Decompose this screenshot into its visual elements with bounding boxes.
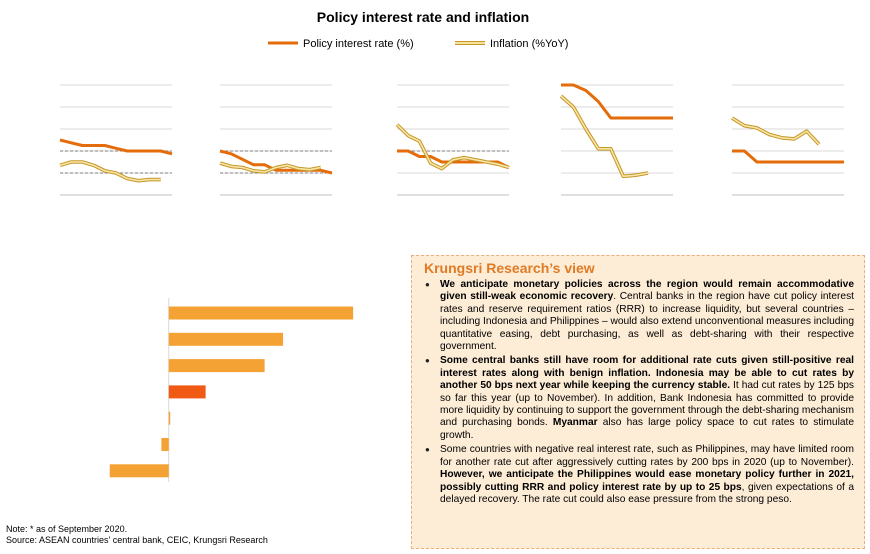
line-chart-vietnam xyxy=(395,84,510,196)
footnote: Note: * as of September 2020. xyxy=(6,524,128,534)
bar-vietnam xyxy=(168,411,171,425)
bar-philippines xyxy=(161,438,169,451)
line-chart-indonesia xyxy=(59,84,173,196)
inflation-line xyxy=(731,117,820,145)
research-view-list: We anticipate monetary policies across t… xyxy=(424,279,854,506)
view-text: , given expectations of a delayed recove… xyxy=(440,481,854,505)
source-note: Source: ASEAN countries' central bank, C… xyxy=(6,535,268,545)
line-chart-myanmar xyxy=(559,83,673,196)
inflation-line-outline xyxy=(395,123,510,171)
view-text: It had cut rates by 125 bps so far this … xyxy=(440,380,854,429)
bar-myanmar xyxy=(168,306,354,320)
research-view-box: Krungsri Research’s view We anticipate m… xyxy=(411,255,865,549)
view-bold-text: Some central banks still have room for a… xyxy=(440,355,854,392)
research-view-title: Krungsri Research’s view xyxy=(424,260,595,276)
bar-laos xyxy=(109,464,169,478)
view-bold-text: However, we anticipate the Philippines w… xyxy=(440,469,854,493)
legend-inflation-label: Inflation (%YoY) xyxy=(490,38,568,50)
view-text: . Central banks in the region have cut p… xyxy=(440,291,855,353)
policy-rate-line xyxy=(59,138,173,156)
view-bold-text: We anticipate monetary policies across t… xyxy=(440,279,854,303)
view-bullet: Some central banks still have room for a… xyxy=(424,355,854,442)
inflation-line xyxy=(219,162,321,173)
bar-thailand xyxy=(168,385,206,399)
small-charts xyxy=(59,83,844,196)
bar-indonesia xyxy=(168,359,265,373)
line-chart-philippines xyxy=(219,84,333,196)
policy-rate-line xyxy=(732,149,844,164)
view-text: also has large policy space to cut rates… xyxy=(440,417,854,441)
bar-malaysia xyxy=(168,332,284,346)
policy-rate-line xyxy=(561,83,673,120)
main-legend: Policy interest rate (%) Inflation (%YoY… xyxy=(268,38,568,50)
view-bullet: We anticipate monetary policies across t… xyxy=(424,279,854,353)
legend-policy-label: Policy interest rate (%) xyxy=(303,38,414,50)
inflation-line xyxy=(396,124,510,170)
view-bold-text: Myanmar xyxy=(552,417,598,429)
line-chart-laos xyxy=(731,84,844,196)
view-text: Some countries with negative real intere… xyxy=(440,444,854,468)
main-title: Policy interest rate and inflation xyxy=(317,9,529,25)
real-rate-bar-chart xyxy=(109,298,354,482)
inflation-line xyxy=(59,161,161,182)
view-bullet: Some countries with negative real intere… xyxy=(424,444,854,506)
inflation-line xyxy=(560,95,649,178)
